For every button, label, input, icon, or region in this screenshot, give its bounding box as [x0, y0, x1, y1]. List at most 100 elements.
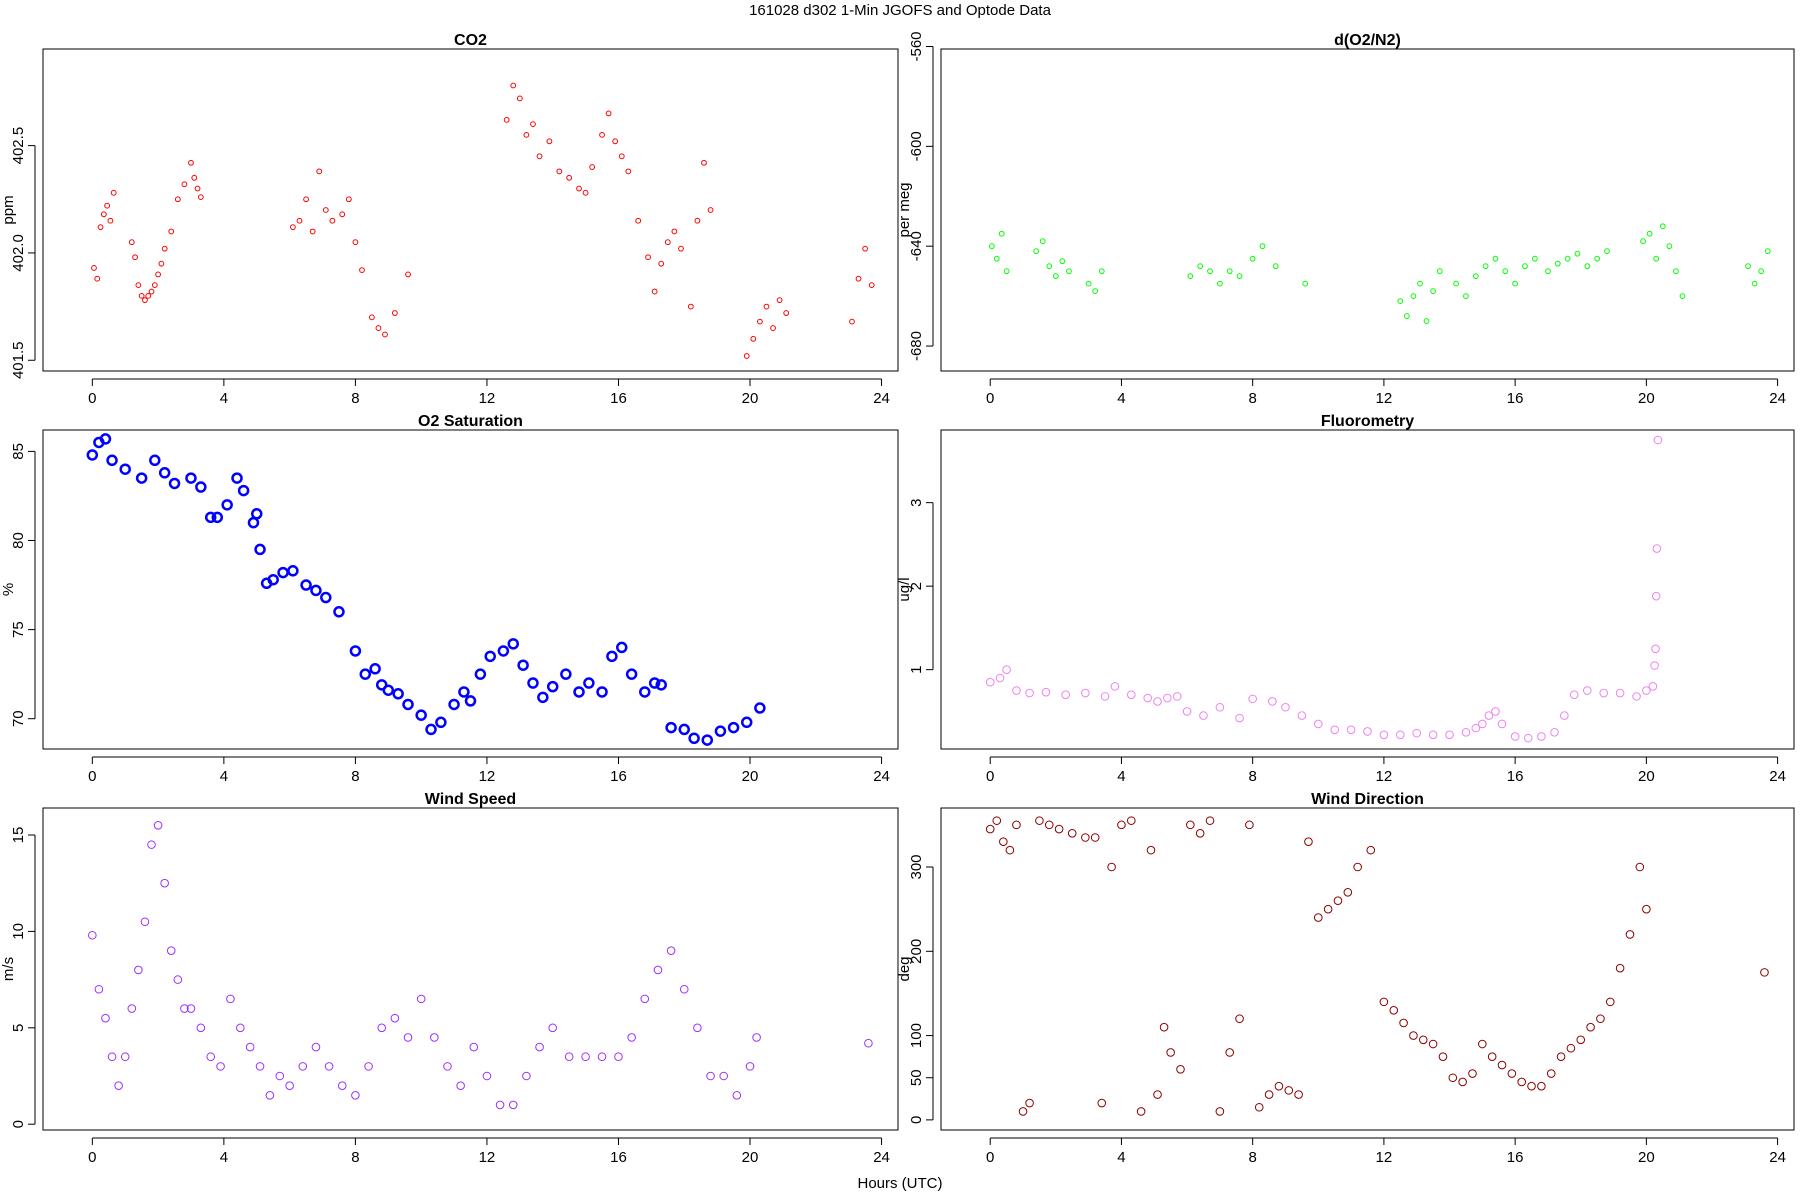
panel-5-data-point [732, 1090, 742, 1100]
panel-5-y-tick-label: 5 [10, 1024, 27, 1032]
panel-3-data-point [754, 702, 766, 714]
panel-1-data-point [530, 121, 536, 128]
panel-3-data-point [231, 472, 243, 484]
panel-4-data-point [1445, 730, 1454, 740]
panel-3-data-point [149, 454, 161, 467]
panel-6-data-point [1487, 1052, 1497, 1061]
panel-6-data-point [1176, 1065, 1185, 1074]
panel-6-data-point [1409, 1031, 1418, 1040]
panel-3-y-tick-label: 85 [10, 443, 27, 460]
panel-2-data-point [1397, 298, 1404, 305]
panel-3-data-point [86, 449, 99, 461]
panel-3-data-point [195, 481, 207, 493]
panel-2-data-point [1033, 248, 1040, 255]
panel-1-data-point [763, 303, 770, 310]
panel-4-data-point [1583, 686, 1592, 695]
panel-3-data-point [349, 645, 362, 657]
figure-x-axis-label: Hours (UTC) [857, 1175, 943, 1192]
panel-1-x-tick-label: 12 [479, 390, 496, 407]
panel-5-data-point [364, 1062, 373, 1071]
panel-6-data-point [1333, 896, 1343, 906]
panel-1-data-point [855, 275, 862, 282]
panel-6-data-point [1274, 1081, 1284, 1091]
panel-6-y-tick-label: 50 [908, 1069, 925, 1086]
panel-2-data-point [1531, 255, 1538, 262]
panel-6-data-point [1507, 1069, 1517, 1078]
panel-1-data-point [339, 211, 346, 218]
panel-3-data-point [369, 663, 381, 675]
panel-3-x-tick-label: 8 [351, 768, 359, 785]
panel-1-data-point [197, 194, 204, 201]
panel-1-y-tick-label: 401.5 [10, 341, 27, 379]
panel-5-data-point [180, 1004, 189, 1013]
panel-1-data-point [322, 207, 329, 213]
panel-5-data-point [101, 1013, 110, 1023]
panel-3-data-point [537, 691, 549, 704]
panel-3-data-point [573, 686, 585, 698]
panel-6-data-point [1195, 828, 1205, 838]
panel-5-data-point [548, 1023, 558, 1033]
panel-5-data-point [186, 1004, 196, 1013]
panel-1-data-point [645, 254, 651, 261]
panel-3-data-point [251, 508, 263, 520]
panel-6-data-point [1054, 824, 1064, 834]
panel-4-data-point [1471, 723, 1481, 733]
panel-4-data-point [1615, 688, 1625, 698]
panel-6-data-point [1254, 1102, 1264, 1112]
panel-6-y-tick-label: 300 [908, 854, 925, 879]
panel-1-data-point [316, 168, 323, 175]
panel-1-data-point [707, 207, 714, 213]
panel-5-data-point [377, 1023, 387, 1033]
panel-5-data-point [522, 1071, 531, 1081]
panel-6-data-point [1107, 862, 1116, 872]
panel-6-data-point [985, 824, 995, 834]
panel-3-data-point [616, 641, 628, 654]
panel-3-data-point [204, 511, 217, 524]
panel-3-data-point [359, 668, 372, 680]
panel-4-data-point [1497, 719, 1507, 729]
panel-3-data-point [474, 668, 487, 680]
panel-4-data-point [1281, 702, 1290, 712]
panel-1-data-point [158, 260, 165, 267]
panel-3-data-point [333, 606, 345, 618]
panel-5-data-point [581, 1052, 590, 1062]
panel-2-data-point [1482, 263, 1489, 270]
panel-3-data-point [448, 698, 460, 711]
panel-3-data-point [185, 472, 197, 484]
panel-5-x-tick-label: 4 [220, 1149, 228, 1166]
panel-5-y-tick-label: 15 [10, 827, 27, 844]
panel-1-data-point [352, 239, 359, 246]
panel-3-data-point [382, 684, 395, 696]
panel-1-x-tick-label: 0 [88, 390, 96, 407]
panel-2-data-point [1492, 255, 1499, 262]
panel-4-data-point [1346, 725, 1356, 735]
panel-5-data-point [508, 1100, 518, 1110]
panel-3-data-point [320, 591, 332, 604]
panel-6-x-tick-label: 16 [1507, 1149, 1524, 1166]
panel-4-data-point [1550, 727, 1559, 737]
panel-2-data-point [1003, 268, 1010, 275]
panel-1-x-tick-label: 4 [220, 390, 228, 407]
panel-1-data-point [701, 159, 707, 166]
panel-1-data-point [516, 95, 523, 102]
panel-6-data-point [1081, 833, 1090, 842]
panel-5-data-point [351, 1090, 360, 1100]
panel-2-y-tick-label: -600 [908, 131, 925, 161]
panel-4-title: Fluorometry [1321, 413, 1414, 430]
panel-2-data-point [1226, 268, 1233, 275]
panel-3-data-point [247, 516, 260, 529]
panel-1-data-point [107, 217, 114, 224]
panel-5-data-point [147, 840, 156, 849]
panel-2-data-point [1646, 230, 1653, 237]
panel-3-data-point [425, 723, 437, 736]
panel-4-data-point [1182, 707, 1192, 716]
panel-4-x-tick-label: 8 [1249, 768, 1257, 785]
panel-3-data-point [639, 686, 651, 698]
panel-3-data-point [237, 484, 250, 497]
panel-3-data-point [740, 716, 753, 729]
panel-6-data-point [1159, 1022, 1169, 1032]
panel-1-plot-frame [42, 48, 899, 372]
panel-6-data-point [1448, 1073, 1458, 1083]
panel-4-data-point [995, 673, 1005, 683]
panel-5-data-point [114, 1081, 123, 1090]
